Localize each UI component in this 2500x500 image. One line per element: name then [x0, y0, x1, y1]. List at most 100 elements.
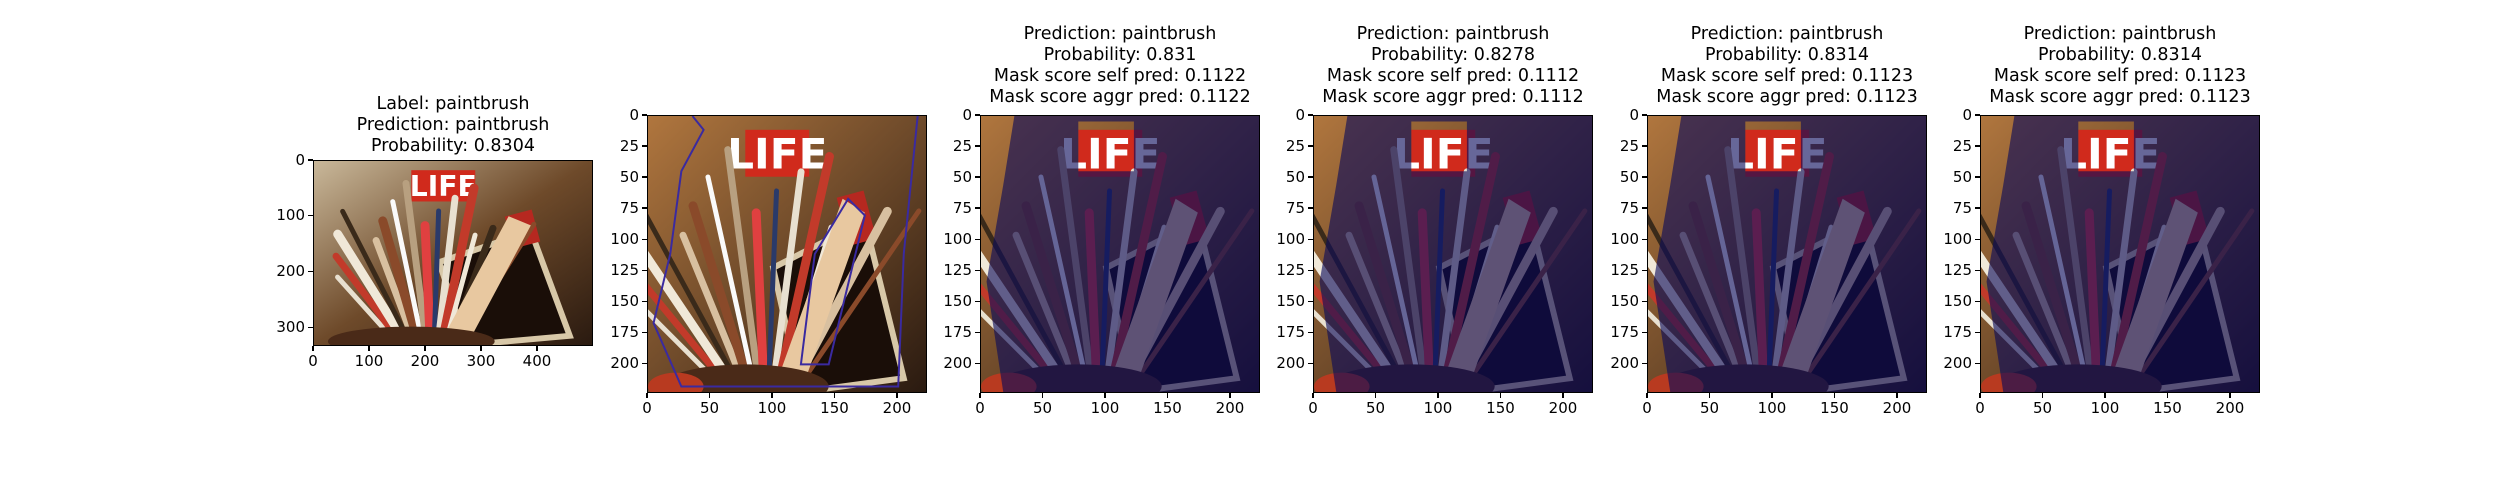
y-tick-label: 25: [1285, 136, 1305, 155]
life-sign: [1745, 129, 1810, 177]
y-tick-mark: [1308, 114, 1313, 116]
paintbrush: [402, 179, 431, 345]
life-logo-text: LIFE: [410, 170, 477, 203]
title-line: Prediction: paintbrush: [356, 115, 550, 135]
x-tick-label: 100: [1423, 399, 1453, 417]
y-tick-label: 150: [1610, 291, 1639, 310]
y-tick-mark: [642, 238, 647, 240]
title-line: Prediction: paintbrush: [2023, 24, 2217, 44]
y-tick-label: 175: [1610, 322, 1639, 341]
y-tick-mark: [308, 215, 313, 217]
y-tick-mark: [1642, 114, 1647, 116]
y-tick-mark: [642, 176, 647, 178]
x-tick-mark: [312, 346, 314, 351]
x-tick-mark: [1374, 393, 1377, 398]
x-tick-mark: [1646, 393, 1648, 398]
title-line: Label: paintbrush: [376, 94, 530, 114]
jar: [327, 326, 495, 345]
y-tick-label: 0: [1295, 105, 1305, 124]
title-line: Mask score self pred: 0.1112: [1326, 66, 1580, 86]
image-axes: LIFE: [1313, 115, 1593, 393]
y-tick-label: 50: [1952, 167, 1972, 186]
x-tick-label: 200: [2215, 399, 2245, 417]
flat-brush: [773, 198, 865, 392]
paintbrush-photo-with-mask-overlay: LIFE: [1981, 116, 2259, 392]
paintbrush-photo-with-mask-overlay: LIFE: [1648, 116, 1926, 392]
y-tick-mark: [1308, 238, 1313, 240]
y-tick-mark: [642, 145, 647, 147]
x-tick-mark: [979, 393, 981, 398]
x-tick-label: 400: [522, 352, 552, 370]
x-tick-label: 200: [410, 352, 440, 370]
life-sign: [1411, 129, 1476, 177]
y-tick-label: 0: [1962, 105, 1972, 124]
y-tick-label: 200: [610, 353, 639, 372]
y-tick-label: 0: [1629, 105, 1639, 124]
y-tick-mark: [1975, 238, 1980, 240]
paintbrush: [772, 152, 834, 392]
subplot-title: Prediction: paintbrush Probability: 0.831…: [1920, 24, 2320, 108]
x-tick-mark: [708, 393, 711, 398]
y-tick-mark: [975, 238, 980, 240]
y-tick-label: 0: [962, 105, 972, 124]
paintbrush-photo-with-mask-overlay: LIFE: [981, 116, 1259, 392]
y-tick-label: 100: [276, 206, 305, 225]
x-tick-label: 150: [1153, 399, 1182, 417]
y-tick-label: 75: [619, 198, 639, 217]
mask-overlay: [1653, 116, 1926, 392]
y-tick-mark: [642, 207, 647, 209]
x-tick-label: 0: [1642, 399, 1652, 417]
y-tick-label: 50: [952, 167, 972, 186]
y-tick-mark: [642, 114, 647, 116]
x-tick-mark: [1104, 393, 1106, 398]
y-tick-mark: [975, 114, 980, 116]
x-tick-label: 100: [2090, 399, 2120, 417]
mask-contour: [652, 116, 919, 388]
x-tick-label: 100: [354, 352, 384, 370]
x-tick-label: 0: [642, 399, 652, 417]
y-tick-label: 25: [1619, 136, 1639, 155]
y-tick-label: 75: [1285, 198, 1305, 217]
y-tick-mark: [975, 331, 980, 333]
y-tick-label: 50: [1285, 167, 1305, 186]
x-tick-label: 50: [1365, 399, 1386, 417]
x-tick-mark: [1833, 393, 1836, 398]
y-tick-mark: [1975, 300, 1980, 302]
x-tick-mark: [368, 346, 370, 351]
y-tick-mark: [1308, 176, 1313, 178]
x-tick-mark: [1979, 393, 1981, 398]
x-tick-label: 150: [1486, 399, 1515, 417]
y-tick-label: 150: [1943, 291, 1972, 310]
y-tick-mark: [1975, 269, 1980, 271]
x-tick-mark: [1166, 393, 1169, 398]
subplot-title: Label: paintbrush Prediction: paintbrush P…: [253, 94, 653, 157]
x-tick-label: 50: [699, 399, 720, 417]
paintbrush-photo-with-mask-overlay: LIFE: [1314, 116, 1592, 392]
image-axes: LIFE: [647, 115, 927, 393]
x-tick-mark: [833, 393, 836, 398]
paintbrush: [724, 146, 764, 392]
y-tick-label: 175: [1276, 322, 1305, 341]
y-tick-label: 100: [943, 229, 972, 248]
y-tick-mark: [1975, 176, 1980, 178]
subplot-title: Prediction: paintbrush Probability: 0.831…: [1587, 24, 1987, 108]
x-tick-label: 0: [308, 352, 318, 370]
y-tick-mark: [1308, 331, 1313, 333]
life-sign: [745, 129, 810, 177]
y-tick-mark: [975, 145, 980, 147]
y-tick-label: 175: [1943, 322, 1972, 341]
y-tick-mark: [975, 176, 980, 178]
flat-brush: [439, 216, 531, 345]
y-tick-mark: [1642, 362, 1647, 364]
paintbrush: [437, 183, 479, 345]
x-tick-mark: [771, 393, 773, 398]
y-tick-label: 150: [610, 291, 639, 310]
y-tick-mark: [1642, 238, 1647, 240]
y-tick-label: 100: [1276, 229, 1305, 248]
x-tick-mark: [2166, 393, 2169, 398]
y-tick-mark: [1308, 207, 1313, 209]
x-tick-label: 200: [1882, 399, 1912, 417]
title-line: Mask score aggr pred: 0.1123: [1656, 87, 1918, 107]
y-tick-label: 75: [952, 198, 972, 217]
image-axes: LIFE: [1647, 115, 1927, 393]
